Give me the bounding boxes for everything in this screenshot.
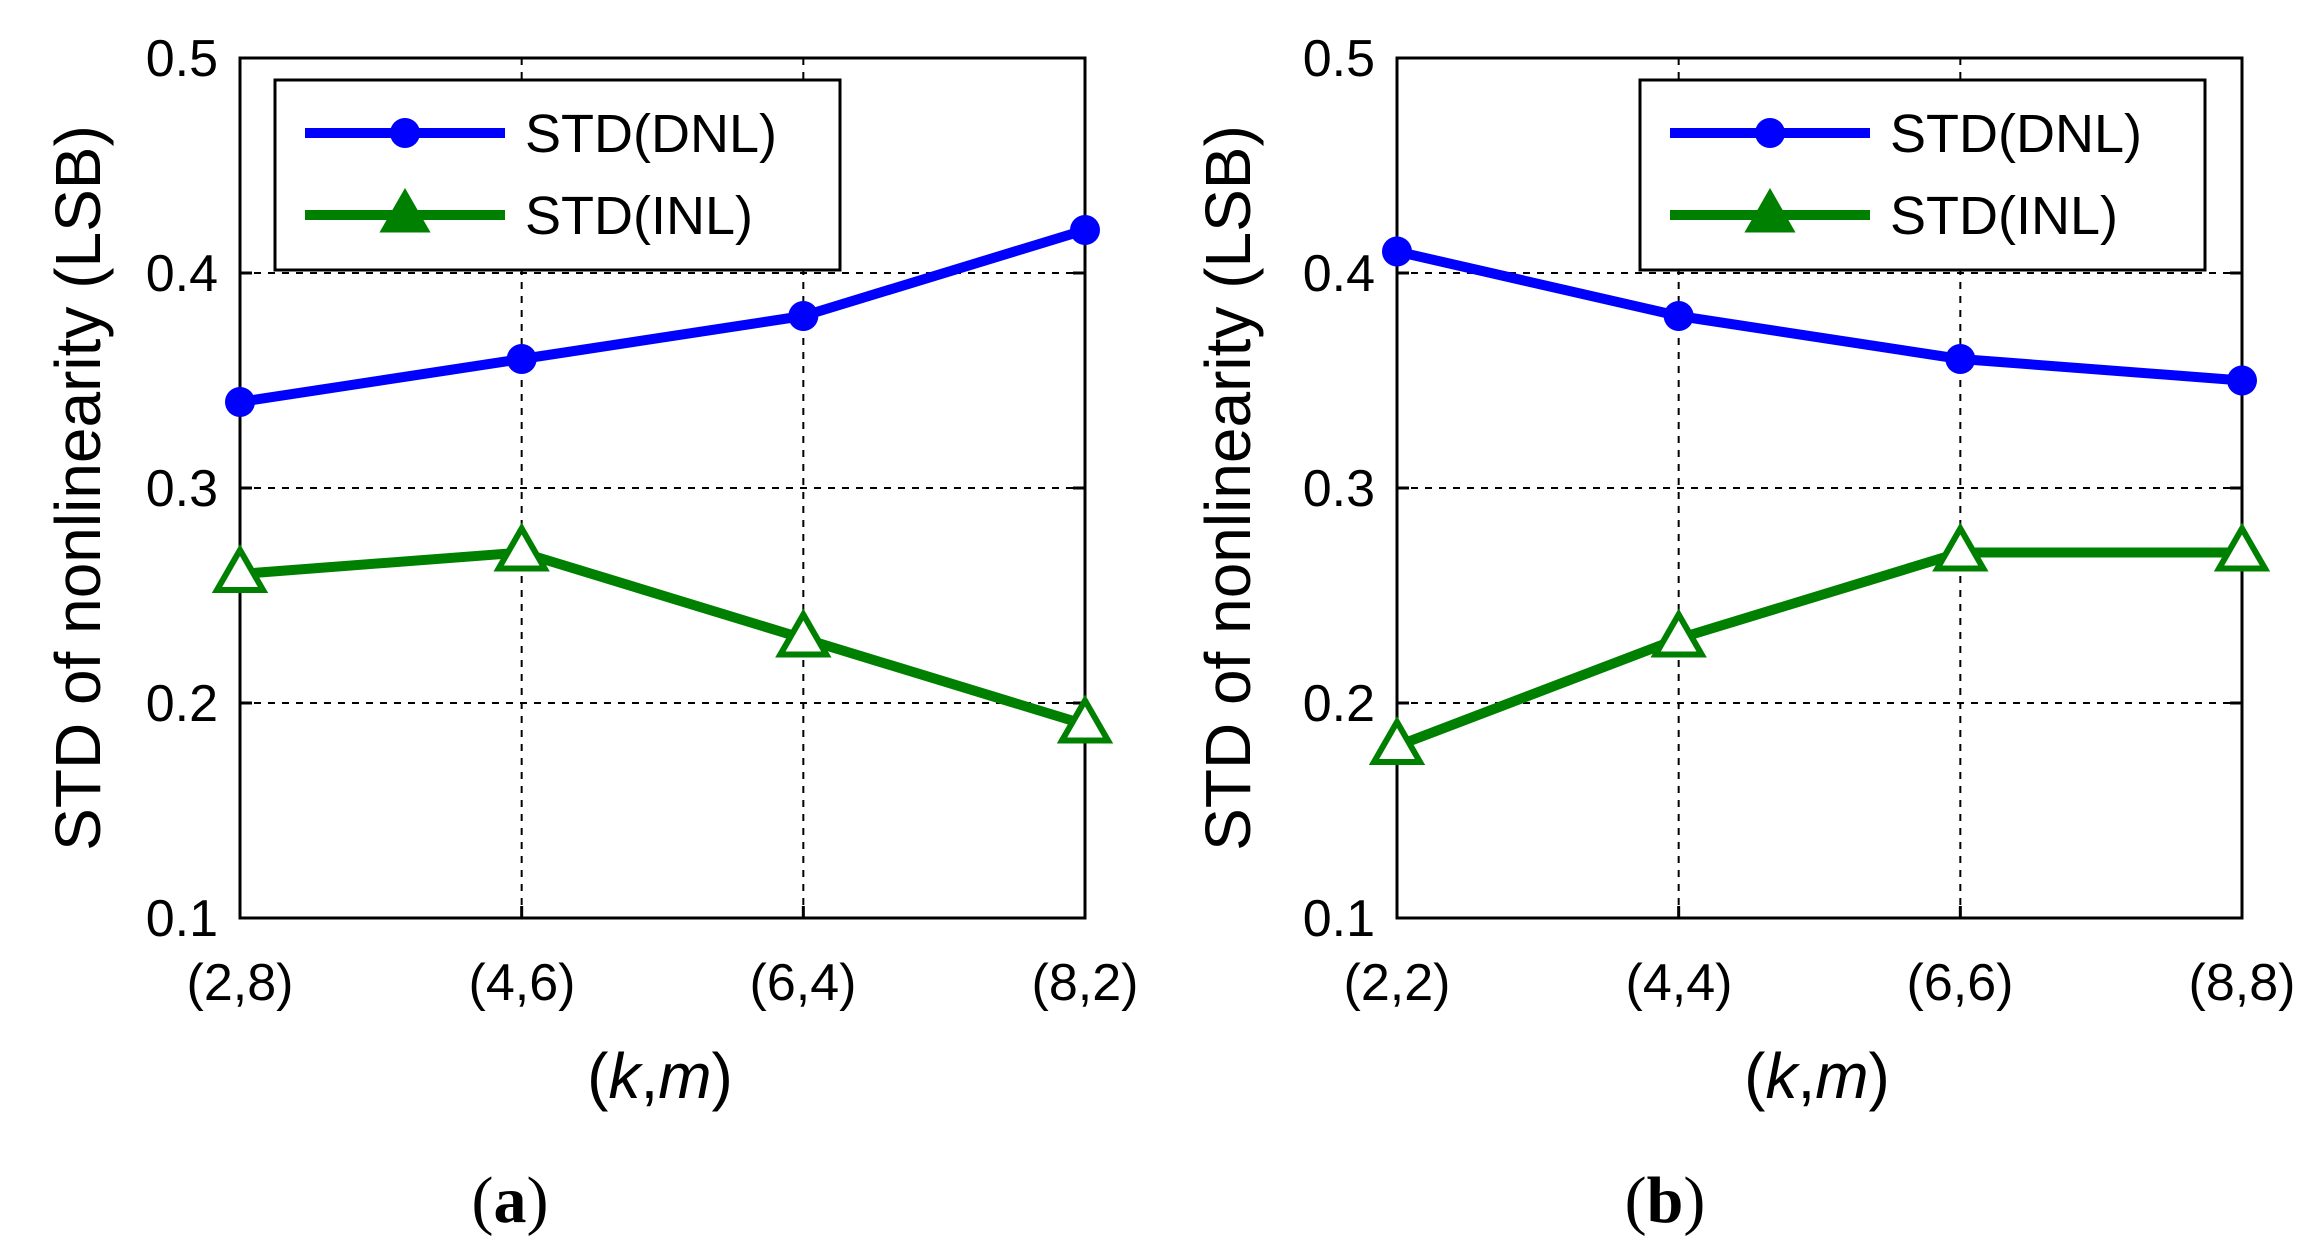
series-line-std-inl [239, 547, 1087, 730]
y-tick-label: 0.1 [1303, 890, 1375, 948]
chart-panel-b: 0.5 0.4 0.3 0.2 0.1 (2,2) (4,4) (6,6) (8… [1192, 30, 2295, 1237]
series-line-std-inl [1395, 547, 2242, 751]
panel-caption-b: (b) [1625, 1164, 1706, 1237]
series-a [211, 215, 1114, 744]
legend-marker-dnl [1755, 118, 1785, 148]
y-tick-label: 0.3 [1303, 460, 1375, 518]
y-tick-label: 0.3 [146, 460, 218, 518]
legend-marker-inl [1744, 187, 1796, 233]
data-point-std-inl [775, 608, 832, 658]
y-axis-label-b: STD of nonlinearity (LSB) [1192, 125, 1264, 851]
x-tick-label: (8,8) [2189, 954, 2296, 1012]
x-ticks-a: (2,8) (4,6) (6,4) (8,2) [187, 954, 1139, 1012]
y-tick-label: 0.2 [146, 675, 218, 733]
data-point-std-inl [1932, 522, 1989, 572]
series-b [1368, 236, 2271, 765]
legend-label-dnl: STD(DNL) [1890, 104, 2142, 164]
x-tick-label: (4,6) [469, 954, 576, 1012]
data-point-std-inl [493, 522, 550, 572]
legend-label-inl: STD(INL) [1890, 186, 2118, 246]
y-ticks-b: 0.5 0.4 0.3 0.2 0.1 [1303, 30, 1375, 948]
x-tick-label: (2,8) [187, 954, 294, 1012]
x-tick-label: (2,2) [1344, 954, 1451, 1012]
y-tick-label: 0.2 [1303, 675, 1375, 733]
y-tick-label: 0.4 [146, 245, 218, 303]
data-point-std-dnl [506, 344, 537, 374]
y-tick-label: 0.5 [1303, 30, 1375, 88]
panel-caption-a: (a) [472, 1164, 549, 1237]
x-axis-label-b: (k,m) [1744, 1040, 1890, 1112]
data-point-std-dnl [225, 387, 255, 417]
legend-marker-dnl [390, 118, 420, 148]
data-point-std-dnl [1663, 301, 1694, 331]
y-ticks-a: 0.5 0.4 0.3 0.2 0.1 [146, 30, 218, 948]
legend-marker-inl [379, 187, 431, 233]
legend-label-dnl: STD(DNL) [525, 104, 777, 164]
data-point-std-dnl [1070, 215, 1100, 245]
data-point-std-dnl [788, 301, 819, 331]
y-axis-label-a: STD of nonlinearity (LSB) [42, 125, 114, 851]
legend-box [1638, 78, 2207, 272]
x-ticks-b: (2,2) (4,4) (6,6) (8,8) [1344, 954, 2296, 1012]
legend-box [273, 78, 842, 272]
y-tick-label: 0.1 [146, 890, 218, 948]
y-tick-label: 0.5 [146, 30, 218, 88]
legend-b: STD(DNL) STD(INL) [1638, 78, 2207, 272]
data-point-std-dnl [1382, 236, 1412, 267]
data-point-std-dnl [2227, 365, 2257, 396]
data-point-std-dnl [1945, 344, 1976, 374]
series-line-std-dnl [239, 225, 1087, 407]
x-tick-label: (8,2) [1032, 954, 1139, 1012]
data-point-std-inl [1650, 608, 1707, 658]
data-point-std-inl [1056, 694, 1114, 744]
x-tick-label: (6,4) [750, 954, 857, 1012]
x-tick-label: (4,4) [1626, 954, 1733, 1012]
data-point-std-inl [1368, 715, 1426, 765]
legend-label-inl: STD(INL) [525, 186, 753, 246]
x-tick-label: (6,6) [1907, 954, 2014, 1012]
series-line-std-dnl [1395, 246, 2243, 386]
x-axis-label-a: (k,m) [587, 1040, 733, 1112]
legend-a: STD(DNL) STD(INL) [273, 78, 842, 272]
data-point-std-inl [2213, 522, 2271, 572]
chart-panel-a: 0.5 0.4 0.3 0.2 0.1 (2,8) (4,6) (6,4) (8… [42, 30, 1138, 1237]
y-tick-label: 0.4 [1303, 245, 1375, 303]
data-point-std-inl [211, 543, 269, 593]
